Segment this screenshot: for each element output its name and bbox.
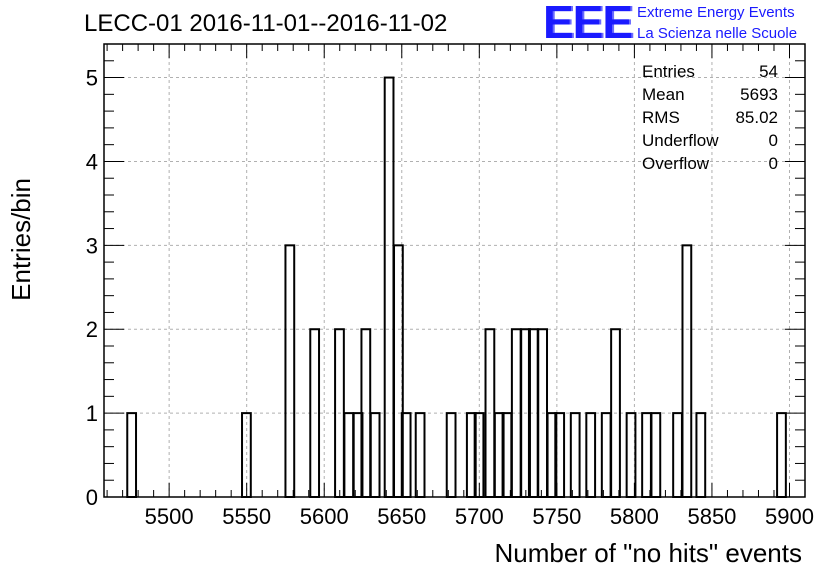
- histogram-bin: [585, 412, 597, 498]
- stats-label: Overflow: [642, 154, 710, 173]
- x-tick-labels: 5500 5550 5600 5650 5700 5750 5800 5850 5900: [145, 504, 814, 529]
- x-tick-label: 5850: [687, 504, 736, 529]
- stats-value: 0: [769, 131, 778, 150]
- stats-label: RMS: [642, 108, 680, 127]
- histogram-bin: [284, 244, 296, 498]
- histogram-bin: [445, 412, 457, 498]
- grid: [104, 44, 805, 497]
- logo-line-2: La Scienza nelle Scuole: [637, 25, 798, 42]
- stats-value: 85.02: [735, 108, 778, 127]
- x-tick-label: 5700: [455, 504, 504, 529]
- stats-label: Entries: [642, 62, 695, 81]
- histogram-bin: [776, 412, 787, 498]
- histogram-bin: [343, 412, 355, 498]
- y-tick-label: 2: [86, 317, 98, 342]
- eee-logo-mark: EEE: [543, 0, 633, 48]
- x-tick-label: 5650: [377, 504, 426, 529]
- x-tick-label: 5750: [532, 504, 581, 529]
- y-tick-label: 5: [86, 66, 98, 91]
- x-tick-label: 5600: [300, 504, 349, 529]
- histogram-bin: [383, 76, 395, 499]
- histogram-bin: [650, 412, 662, 498]
- histogram-bin: [600, 412, 612, 498]
- histogram-bin: [369, 412, 381, 498]
- stats-value: 5693: [740, 85, 778, 104]
- plot-frame: [103, 43, 806, 498]
- stats-box: Entries 54 Mean 5693 RMS 85.02 Underflow 0 Overf…: [642, 62, 778, 173]
- x-tick-label: 5800: [610, 504, 659, 529]
- logo-line-1: Extreme Energy Events: [637, 4, 795, 21]
- x-axis-title: Number of "no hits" events: [495, 538, 803, 568]
- y-tick-label: 1: [86, 401, 98, 426]
- histogram-bin: [641, 412, 652, 498]
- y-tick-label: 3: [86, 233, 98, 258]
- stats-value: 0: [769, 154, 778, 173]
- x-tick-label: 5550: [222, 504, 271, 529]
- histogram-bin: [414, 412, 426, 498]
- plot-title: LECC-01 2016-11-01--2016-11-02: [84, 10, 448, 37]
- axis-ticks: [104, 44, 806, 498]
- stats-label: Mean: [642, 85, 685, 104]
- histogram-bin: [672, 412, 683, 498]
- histogram-bin: [695, 412, 707, 498]
- stats-label: Underflow: [642, 131, 719, 150]
- eee-logo: EEE Extreme Energy Events La Scienza nel…: [543, 0, 833, 48]
- y-tick-label: 4: [86, 149, 98, 174]
- y-axis-title: Entries/bin: [6, 178, 36, 301]
- histogram-bin: [681, 244, 693, 498]
- histogram-bin: [126, 412, 138, 498]
- x-tick-label: 5500: [145, 504, 194, 529]
- stats-value: 54: [759, 62, 778, 81]
- histogram-bin: [569, 412, 581, 498]
- y-tick-label: 0: [86, 485, 98, 510]
- x-tick-label: 5900: [765, 504, 814, 529]
- y-tick-labels: 0 1 2 3 4 5: [86, 66, 98, 510]
